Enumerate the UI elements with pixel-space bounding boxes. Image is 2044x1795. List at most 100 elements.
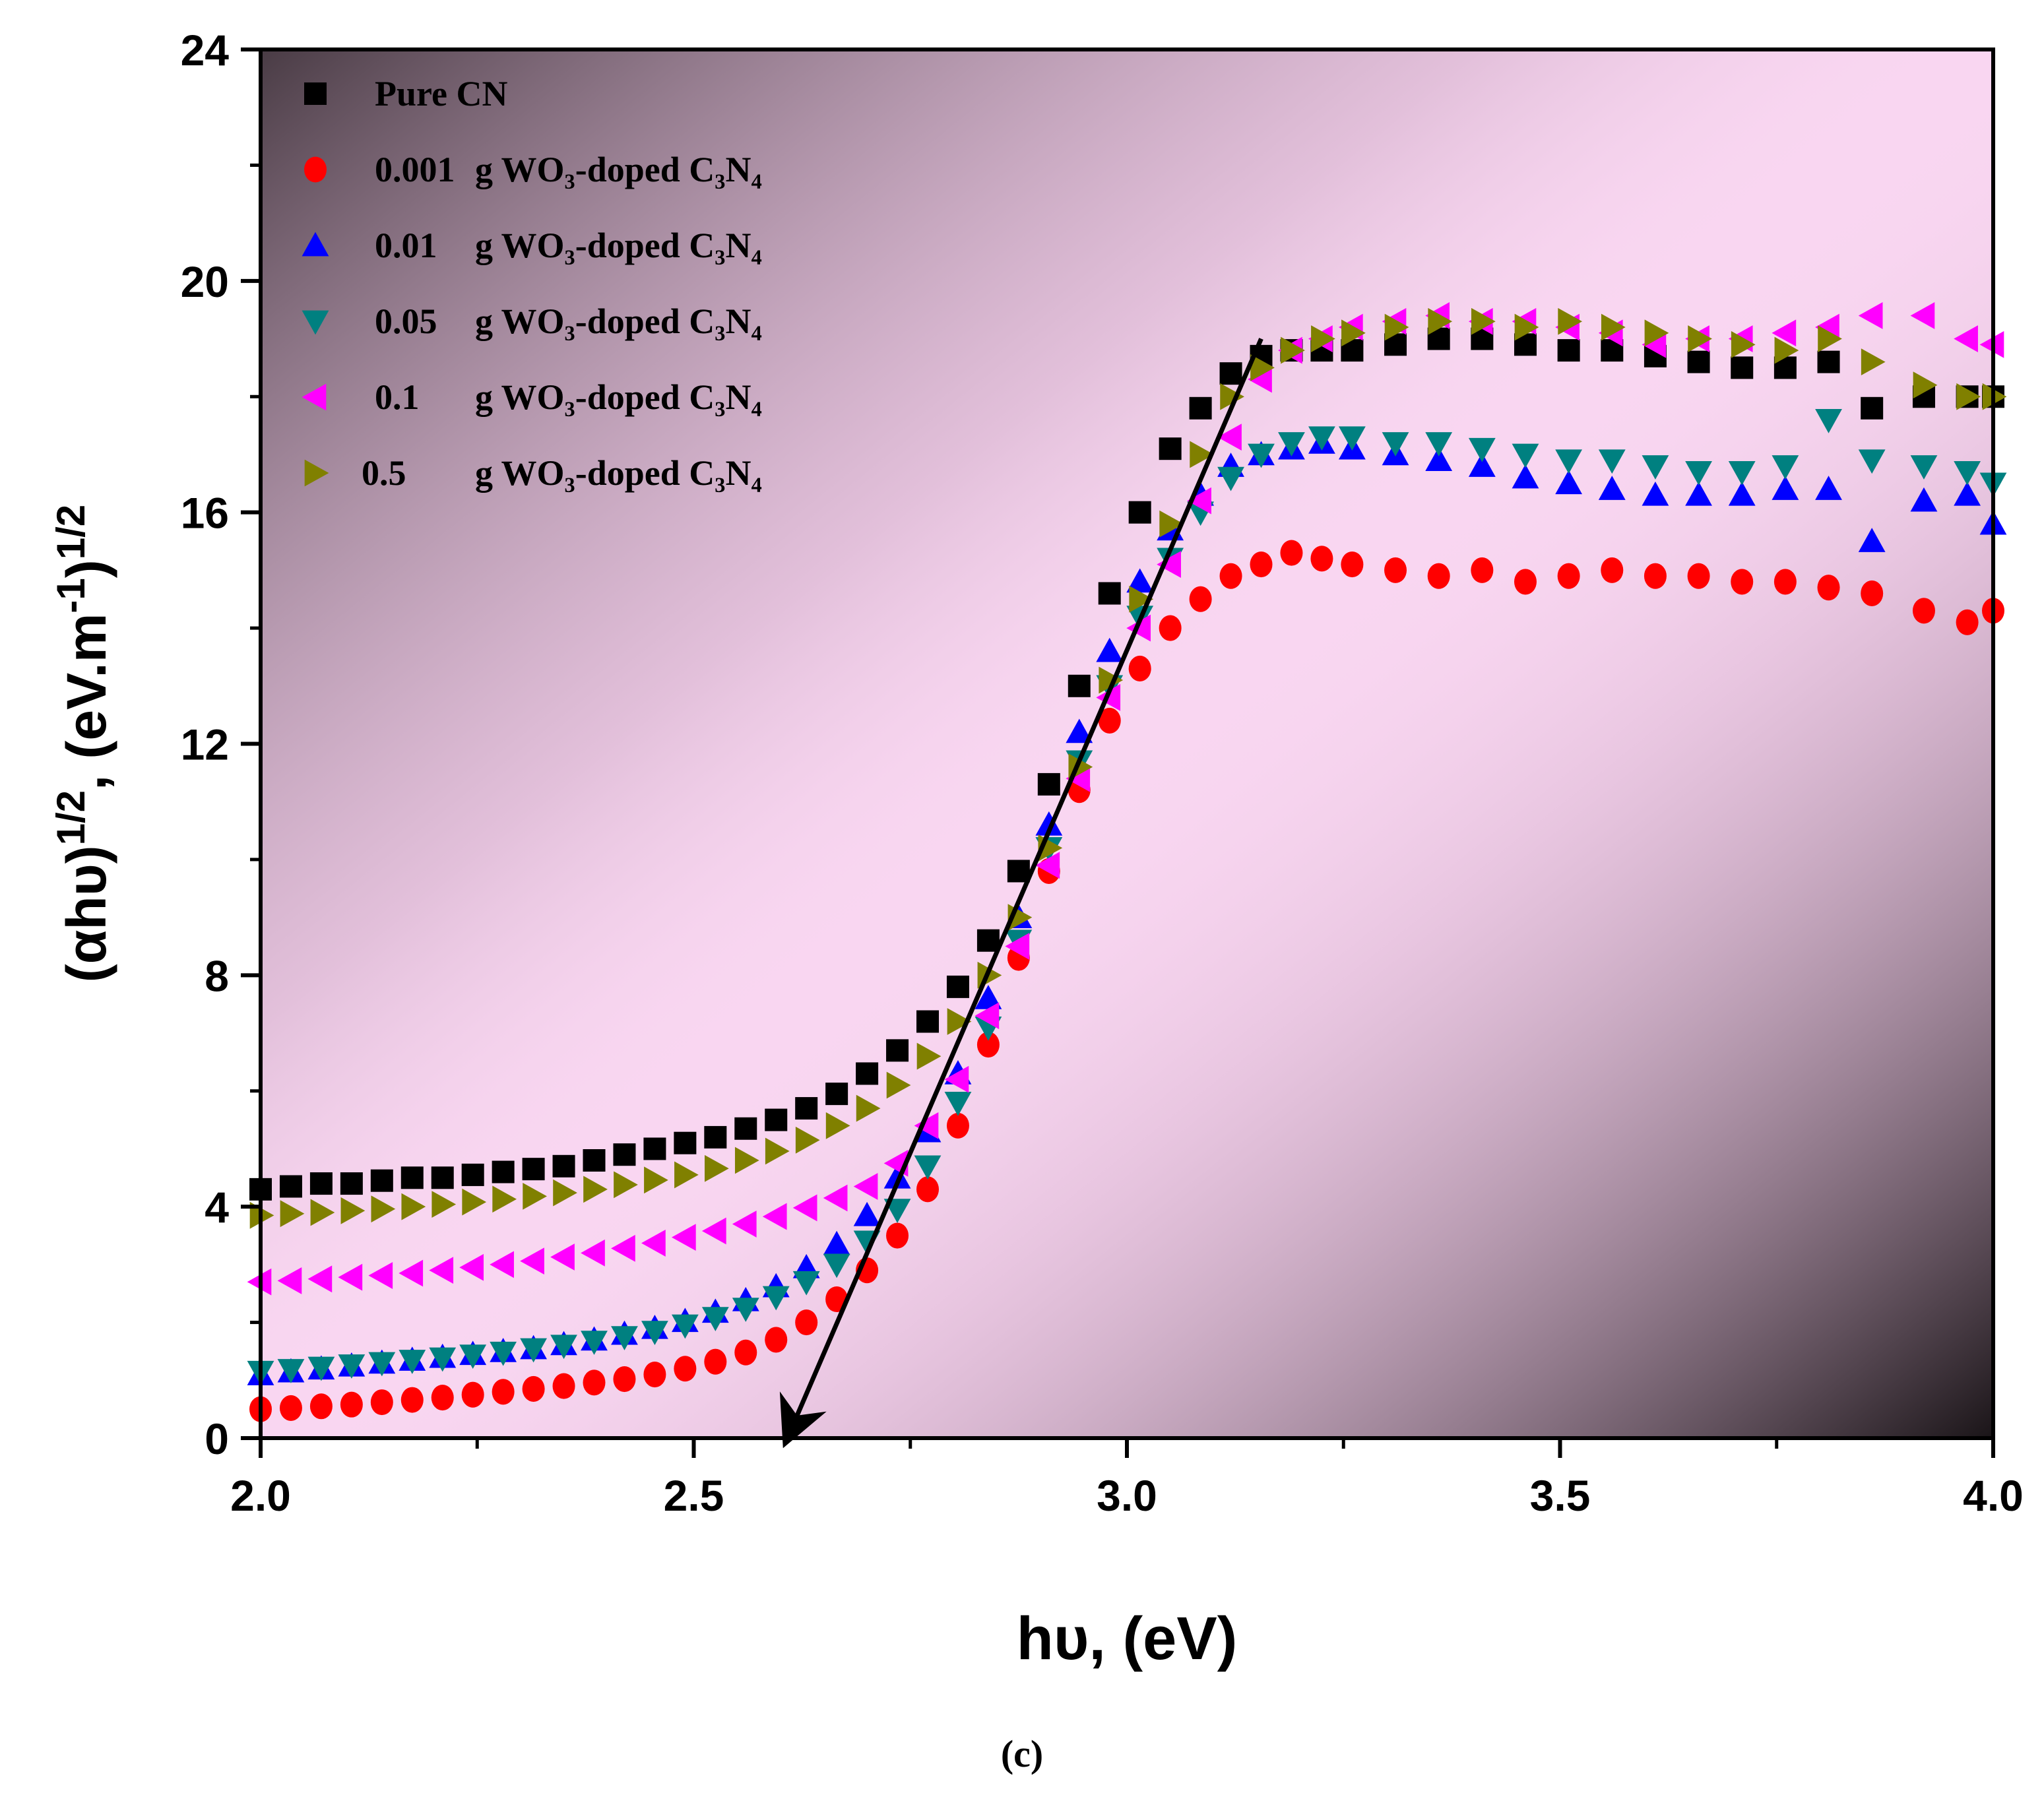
data-point-c0001	[1601, 557, 1624, 583]
data-point-c005	[277, 1359, 305, 1383]
legend-label-amount: 0.1	[375, 377, 420, 417]
data-point-c05	[1250, 354, 1275, 381]
data-point-c01	[429, 1257, 454, 1284]
tangent-arrow	[779, 338, 1263, 1449]
data-point-c005	[399, 1350, 426, 1374]
data-point-c0001	[1427, 563, 1450, 589]
data-point-c001	[1512, 464, 1539, 489]
data-point-c0001	[1250, 551, 1273, 578]
y-tick-label: 8	[205, 951, 229, 1000]
data-point-pure	[1687, 350, 1710, 373]
x-axis-title: hυ, (eV)	[1017, 1605, 1238, 1672]
data-point-c0001	[795, 1309, 818, 1336]
data-point-c0001	[522, 1375, 545, 1402]
y-axis-title-unit-exp: -1	[49, 578, 93, 613]
data-point-c05	[1956, 383, 1981, 410]
data-point-c001	[1555, 470, 1583, 495]
data-point-c01	[611, 1234, 635, 1262]
data-point-c05	[1384, 313, 1409, 341]
data-point-c01	[1035, 852, 1060, 879]
x-tick-label: 3.5	[1530, 1471, 1591, 1520]
y-axis-title-comma: ,	[55, 775, 117, 790]
data-point-c05	[947, 1008, 972, 1035]
legend-label-rest: g WO₃-doped C₃N₄	[475, 301, 762, 341]
data-point-c05	[1159, 510, 1184, 538]
data-point-c01	[1858, 302, 1883, 329]
data-point-c01	[459, 1253, 484, 1281]
x-tick-label: 4.0	[1963, 1471, 2024, 1520]
data-point-c05	[644, 1166, 668, 1194]
data-point-c01	[1217, 424, 1242, 451]
data-point-c001	[1598, 476, 1626, 500]
data-point-c05	[492, 1185, 517, 1213]
data-point-c0001	[613, 1366, 636, 1393]
data-point-c05	[1190, 441, 1215, 468]
data-point-c005	[1815, 409, 1842, 433]
data-point-c05	[795, 1126, 820, 1154]
data-point-c005	[550, 1335, 577, 1360]
data-point-pure	[522, 1158, 545, 1181]
data-point-pure	[370, 1169, 393, 1192]
data-point-c001	[1772, 476, 1799, 500]
data-point-c01	[338, 1263, 363, 1291]
data-point-c05	[1558, 307, 1583, 335]
x-axis: 2.0 2.5 3.0 3.5 4.0	[230, 1438, 2024, 1520]
data-point-c005	[307, 1356, 335, 1381]
data-point-c0001	[1219, 563, 1242, 589]
data-point-pure	[583, 1149, 606, 1172]
data-point-c005	[1598, 449, 1626, 474]
y-tick-label: 20	[181, 257, 229, 306]
data-point-c0001	[765, 1327, 788, 1353]
data-point-c005	[1685, 460, 1712, 486]
data-point-pure	[340, 1172, 363, 1195]
data-point-pure	[795, 1097, 818, 1120]
data-point-c0001	[1912, 598, 1935, 624]
data-point-c05	[462, 1188, 487, 1216]
data-point-c01	[368, 1262, 393, 1289]
data-point-c05	[280, 1200, 305, 1228]
data-point-c01	[1954, 325, 1978, 352]
data-point-c01	[974, 1002, 1000, 1030]
data-point-pure	[1861, 396, 1884, 420]
legend-item-pure: Pure CN	[304, 74, 507, 113]
data-point-c005	[914, 1155, 942, 1180]
y-axis-title-unit-open: (eV.m	[55, 614, 117, 759]
data-point-c005	[1642, 455, 1669, 480]
annotation-layer	[779, 338, 1263, 1449]
data-point-c01	[944, 1065, 969, 1093]
data-point-c005	[671, 1314, 699, 1339]
data-point-c05	[1471, 307, 1496, 335]
data-point-pure	[886, 1039, 909, 1062]
y-tick-label: 24	[181, 26, 230, 75]
data-point-pure	[704, 1125, 727, 1149]
data-point-pure	[825, 1083, 848, 1106]
data-point-c005	[581, 1331, 608, 1355]
data-point-c001	[883, 1164, 911, 1189]
y-axis-title: (αhυ)1/2,(eV.m-1)1/2	[49, 505, 117, 982]
data-point-c05	[310, 1199, 335, 1226]
data-point-c05	[1099, 666, 1124, 694]
data-point-c001	[1096, 637, 1124, 662]
data-point-c05	[674, 1161, 699, 1189]
data-point-c05	[371, 1195, 396, 1223]
data-point-c005	[368, 1352, 396, 1377]
data-point-c01	[520, 1247, 544, 1275]
data-point-c01	[581, 1239, 605, 1267]
data-point-c0001	[946, 1112, 969, 1139]
data-point-c05	[765, 1137, 790, 1165]
data-point-c005	[1425, 432, 1453, 457]
data-point-c01	[762, 1203, 787, 1230]
data-point-c01	[914, 1112, 939, 1139]
data-point-c01	[732, 1211, 757, 1238]
data-point-pure	[1189, 396, 1212, 420]
data-point-c001	[1815, 476, 1842, 500]
data-point-c001	[1425, 447, 1453, 472]
data-point-c0001	[400, 1387, 424, 1413]
data-point-c05	[886, 1071, 911, 1099]
data-point-c05	[583, 1176, 608, 1203]
data-point-c05	[1731, 331, 1756, 358]
data-point-c0001	[583, 1370, 606, 1396]
y-axis-title-unit-close: )	[55, 559, 117, 578]
data-point-pure	[976, 929, 1000, 952]
